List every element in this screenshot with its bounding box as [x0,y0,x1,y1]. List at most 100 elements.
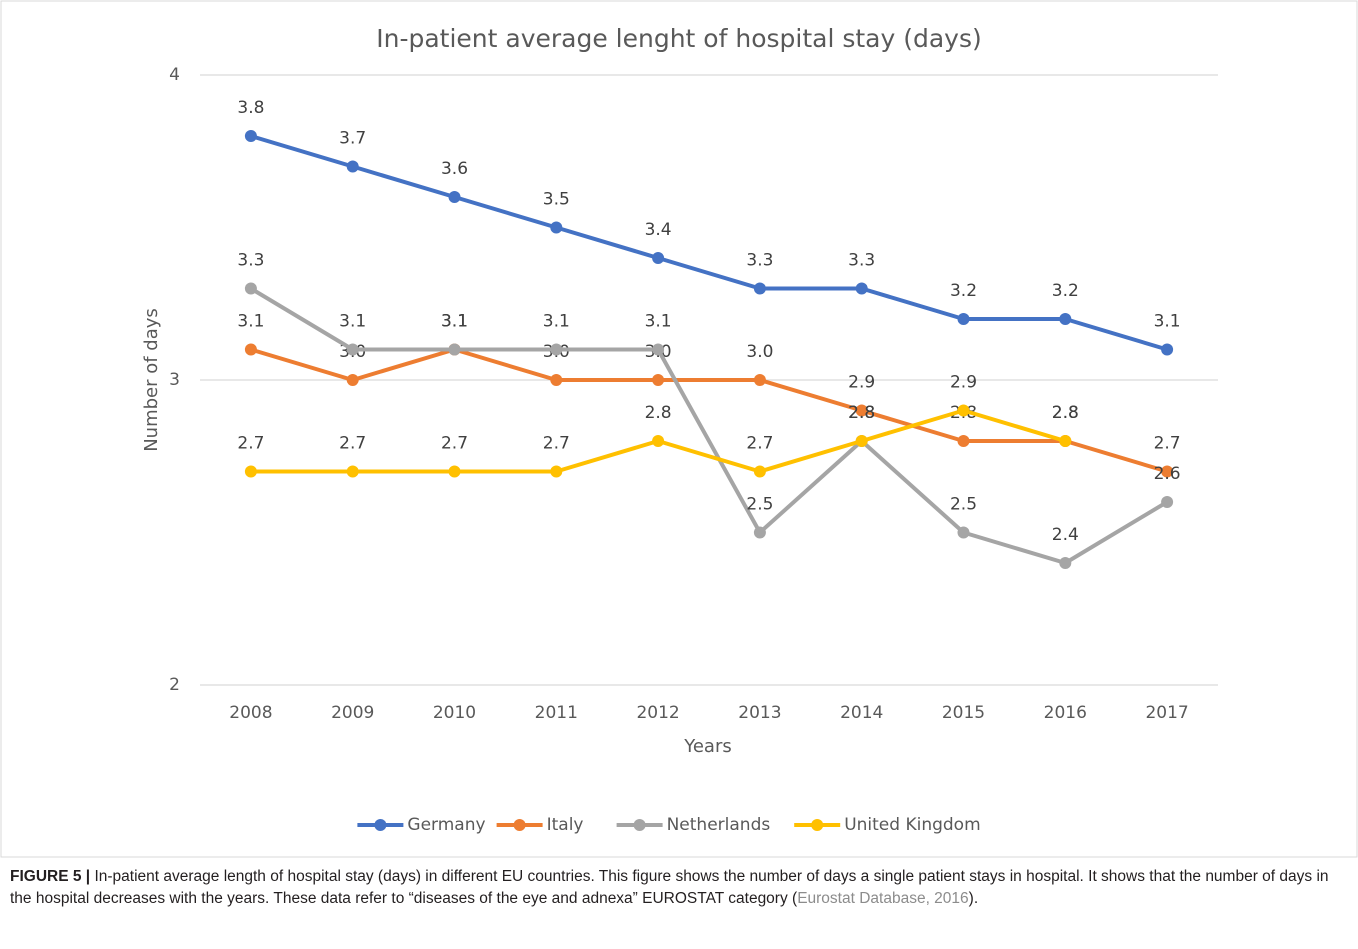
data-label: 2.4 [1052,525,1079,545]
chart-frame [0,0,1358,858]
caption: FIGURE 5 | In-patient average length of … [10,866,1348,910]
data-label: 3.1 [1154,312,1181,332]
data-label: 3.1 [237,312,264,332]
data-label: 3.8 [237,98,264,118]
caption-link[interactable]: Eurostat Database, 2016 [797,890,969,907]
data-point [346,343,359,356]
data-label: 3.7 [339,129,366,149]
data-label: 2.9 [950,373,977,393]
series-line [249,286,1169,565]
data-label: 2.5 [746,495,773,515]
data-point [550,221,563,234]
data-label: 3.5 [543,190,570,210]
chart: In-patient average lenght of hospital st… [0,0,1358,858]
data-point [244,130,257,142]
data-label: 3.1 [339,312,366,332]
legend-swatch [811,819,824,831]
data-label: 2.6 [1154,464,1181,484]
data-label: 3.3 [237,251,264,271]
series-line [250,134,1168,352]
x-tick-label: 2010 [433,703,476,723]
y-tick-label: 3 [169,370,180,390]
data-point [550,465,563,478]
data-point [1161,465,1174,478]
data-label: 3.1 [441,312,468,332]
x-tick-label: 2011 [535,703,578,723]
data-label: 3.2 [1052,281,1079,301]
data-point [652,343,665,356]
data-label: 2.5 [950,495,977,515]
x-tick-label: 2017 [1145,703,1188,723]
data-point [753,374,766,386]
data-point [753,282,766,295]
x-tick-label: 2015 [942,703,985,723]
data-point [855,435,868,447]
data-label: 2.7 [339,434,366,454]
data-label: 2.8 [1052,403,1079,423]
data-label: 3.4 [645,220,672,240]
data-label: 3.1 [645,312,672,332]
data-point [652,374,665,386]
data-point [448,191,461,203]
caption-text: In-patient average length of hospital st… [10,868,1329,907]
data-point [448,465,461,478]
data-label: 2.8 [848,403,875,423]
data-label: 2.7 [1154,434,1181,454]
data-point [550,374,563,386]
data-point [550,343,563,356]
caption-text: ). [968,890,979,907]
x-tick-label: 2008 [229,703,272,723]
x-axis-label: Years [683,736,732,757]
data-point [855,282,868,295]
caption-label: FIGURE 5 | [10,868,91,885]
data-label: 3.3 [848,251,875,271]
data-point [1059,557,1072,569]
data-label: 2.8 [848,403,875,423]
x-tick-label: 2012 [636,703,679,723]
data-point [652,435,665,447]
x-tick-label: 2014 [840,703,883,723]
data-point [346,374,359,386]
data-point [855,404,868,417]
data-label: 2.8 [645,403,672,423]
data-point [1161,343,1174,356]
legend-swatch [513,819,526,831]
data-label: 3.1 [441,312,468,332]
data-point [448,343,461,356]
legend-label: Germany [407,815,485,835]
data-point [652,252,665,264]
data-point [1059,313,1072,325]
y-axis-label: Number of days [141,308,162,452]
data-point [244,465,257,478]
data-point [957,526,970,539]
legend-swatch [374,819,387,831]
data-point [957,404,970,417]
data-label: 3.3 [746,251,773,271]
data-point [244,343,257,356]
data-label: 2.8 [1052,403,1079,423]
data-point [1161,496,1174,508]
data-point [957,435,970,447]
x-tick-label: 2016 [1044,703,1087,723]
data-point [1059,435,1072,447]
data-label: 3.6 [441,159,468,179]
y-tick-label: 4 [169,65,180,85]
y-tick-label: 2 [169,675,180,695]
legend-label: United Kingdom [844,815,980,835]
data-label: 2.9 [848,373,875,393]
legend-label: Netherlands [667,815,771,835]
data-point [753,465,766,478]
data-point [346,160,359,173]
data-label: 2.7 [543,434,570,454]
data-label: 2.7 [441,434,468,454]
data-label: 3.0 [746,342,773,362]
data-label: 3.1 [543,312,570,332]
data-point [753,526,766,539]
data-label: 3.2 [950,281,977,301]
data-point [244,282,257,295]
data-label: 2.7 [746,434,773,454]
legend-label: Italy [547,815,584,835]
data-point [346,465,359,478]
data-label: 2.7 [237,434,264,454]
series-line [250,347,1168,474]
